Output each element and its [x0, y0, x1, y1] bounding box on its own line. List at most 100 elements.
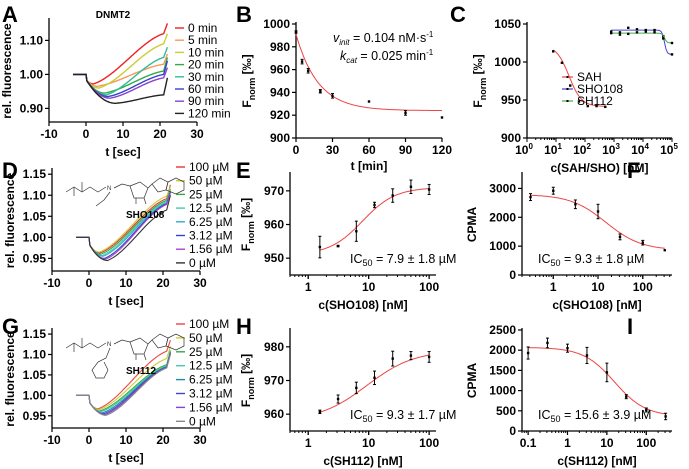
- x-axis-label: t [sec]: [105, 145, 140, 159]
- x-tick-label: 20: [156, 276, 170, 290]
- data-point: [663, 248, 666, 252]
- panel-label: I: [627, 314, 633, 339]
- y-tick-label: 1.10: [20, 33, 44, 47]
- fit-curve: [611, 32, 672, 44]
- legend-label: 6.25 µM: [189, 215, 233, 229]
- y-tick-label: 950: [501, 93, 521, 107]
- y-tick-label: 1.15: [23, 327, 47, 341]
- y-tick-label: 1000: [263, 17, 290, 31]
- x-tick-label: 0: [293, 143, 300, 157]
- legend-label: 30 min: [188, 70, 224, 84]
- adenine-ring: [151, 333, 169, 349]
- legend-label: 120 min: [188, 106, 231, 120]
- x-axis-label: t [sec]: [108, 451, 143, 465]
- data-point: [662, 37, 665, 40]
- ic50-annotation: IC50 = 15.6 ± 3.9 µM: [538, 408, 651, 424]
- fit-curve: [611, 29, 672, 55]
- legend-label: SAH: [577, 70, 602, 84]
- panel-label: E: [236, 158, 251, 183]
- y-tick-label: 1000: [489, 384, 516, 398]
- y-axis-label: Fnorm [‰]: [239, 198, 256, 251]
- legend-label: SH112: [577, 94, 613, 108]
- y-axis-label: CPMA: [465, 363, 479, 399]
- y-tick-label: 980: [264, 340, 284, 354]
- data-point: [604, 105, 607, 109]
- y-tick-label: 2000: [489, 343, 516, 357]
- y-tick-label: 950: [264, 251, 284, 265]
- y-tick-label: 2000: [489, 210, 516, 224]
- y-tick-label: 960: [270, 63, 290, 77]
- x-tick-label: 30: [326, 143, 340, 157]
- x-tick-label: 10: [362, 280, 376, 294]
- x-axis-label: c(SHO108) [nM]: [552, 298, 641, 312]
- data-point: [586, 104, 590, 108]
- y-tick-label: 500: [496, 404, 516, 418]
- y-tick-label: 0.90: [20, 101, 44, 115]
- panel-g: G 0.95 1.00 1.05 1.10 1.15 -10 0 10 20 30 t [sec] re…: [2, 314, 233, 465]
- ic50-annotation: IC50 = 9.3 ± 1.8 µM: [538, 252, 644, 268]
- legend-label: 0 µM: [189, 414, 216, 428]
- y-axis-label: Fnorm [‰]: [240, 54, 257, 107]
- atom-label: N: [107, 186, 111, 192]
- legend-marker: [566, 76, 569, 78]
- data-point: [627, 26, 630, 29]
- y-tick-label: 920: [270, 108, 290, 122]
- atom-label: N: [107, 342, 111, 348]
- ic50-annotation: IC50 = 9.3 ± 1.7 µM: [350, 408, 456, 424]
- panel-a: A 0.90 1.00 1.10 -10 0 10 20 30 t [sec] rel. fluor…: [0, 2, 231, 159]
- legend-label: 25 µM: [189, 345, 223, 359]
- y-tick-label: 2500: [489, 323, 516, 337]
- data-point: [635, 28, 639, 31]
- legend-marker: [566, 88, 569, 90]
- panel-e: E 950 960 970 1 10 100 c(SHO108) [nM] Fnorm [‰] I…: [236, 158, 456, 312]
- x-tick-label: 90: [399, 143, 413, 157]
- y-tick-label: 3000: [489, 181, 516, 195]
- data-point: [653, 28, 656, 32]
- x-tick-label: 1: [550, 280, 557, 294]
- panel-label: H: [236, 314, 252, 339]
- series-line: [76, 195, 171, 262]
- data-point: [609, 30, 613, 33]
- data-point: [560, 61, 564, 64]
- panel-label: F: [627, 158, 640, 183]
- panel-f: F 0 1000 2000 3000 1 10 100 c(SHO108) [nM] CPMA IC…: [465, 158, 672, 312]
- x-tick-label: -10: [43, 433, 61, 447]
- fit-curve: [528, 347, 666, 415]
- chemical-structure: N SH112: [65, 333, 185, 379]
- bond: [113, 339, 131, 345]
- panel-label: A: [2, 2, 18, 27]
- y-tick-label: 1050: [494, 17, 521, 31]
- y-tick-label: 970: [264, 374, 284, 388]
- compound-label: SH112: [126, 366, 156, 377]
- bond: [65, 342, 107, 349]
- fit-curve: [319, 188, 430, 251]
- legend-marker: [566, 100, 569, 102]
- y-tick-label: 960: [264, 218, 284, 232]
- legend-label: 1.56 µM: [189, 400, 233, 414]
- legend-label: 1.56 µM: [189, 242, 233, 256]
- bond: [65, 186, 107, 193]
- x-tick-label: -10: [40, 127, 58, 141]
- data-point: [635, 31, 639, 34]
- y-tick-label: 1.00: [23, 388, 47, 402]
- data-point: [618, 33, 622, 36]
- x-tick-label: 105: [660, 142, 678, 157]
- x-tick-label: 10: [591, 280, 605, 294]
- y-tick-label: 1.00: [20, 67, 44, 81]
- adenine-ring: [165, 333, 185, 351]
- y-tick-label: 1.00: [23, 230, 47, 244]
- ic50-annotation: IC50 = 7.9 ± 1.8 µM: [350, 252, 456, 268]
- legend-label: 12.5 µM: [189, 359, 233, 373]
- legend-label: 50 µM: [189, 174, 223, 188]
- y-axis-label: rel. fluorescence: [3, 172, 17, 268]
- legend-label: 50 µM: [189, 331, 223, 345]
- bond: [91, 347, 111, 379]
- panel-label: D: [2, 158, 18, 183]
- data-point: [653, 31, 656, 34]
- annotation-vinit: vinit = 0.104 nM·s-1: [333, 30, 434, 47]
- legend-label: 3.12 µM: [189, 387, 233, 401]
- legend-label: 25 µM: [189, 187, 223, 201]
- y-axis-label: CPMA: [465, 207, 479, 243]
- x-tick-label: 0: [86, 276, 93, 290]
